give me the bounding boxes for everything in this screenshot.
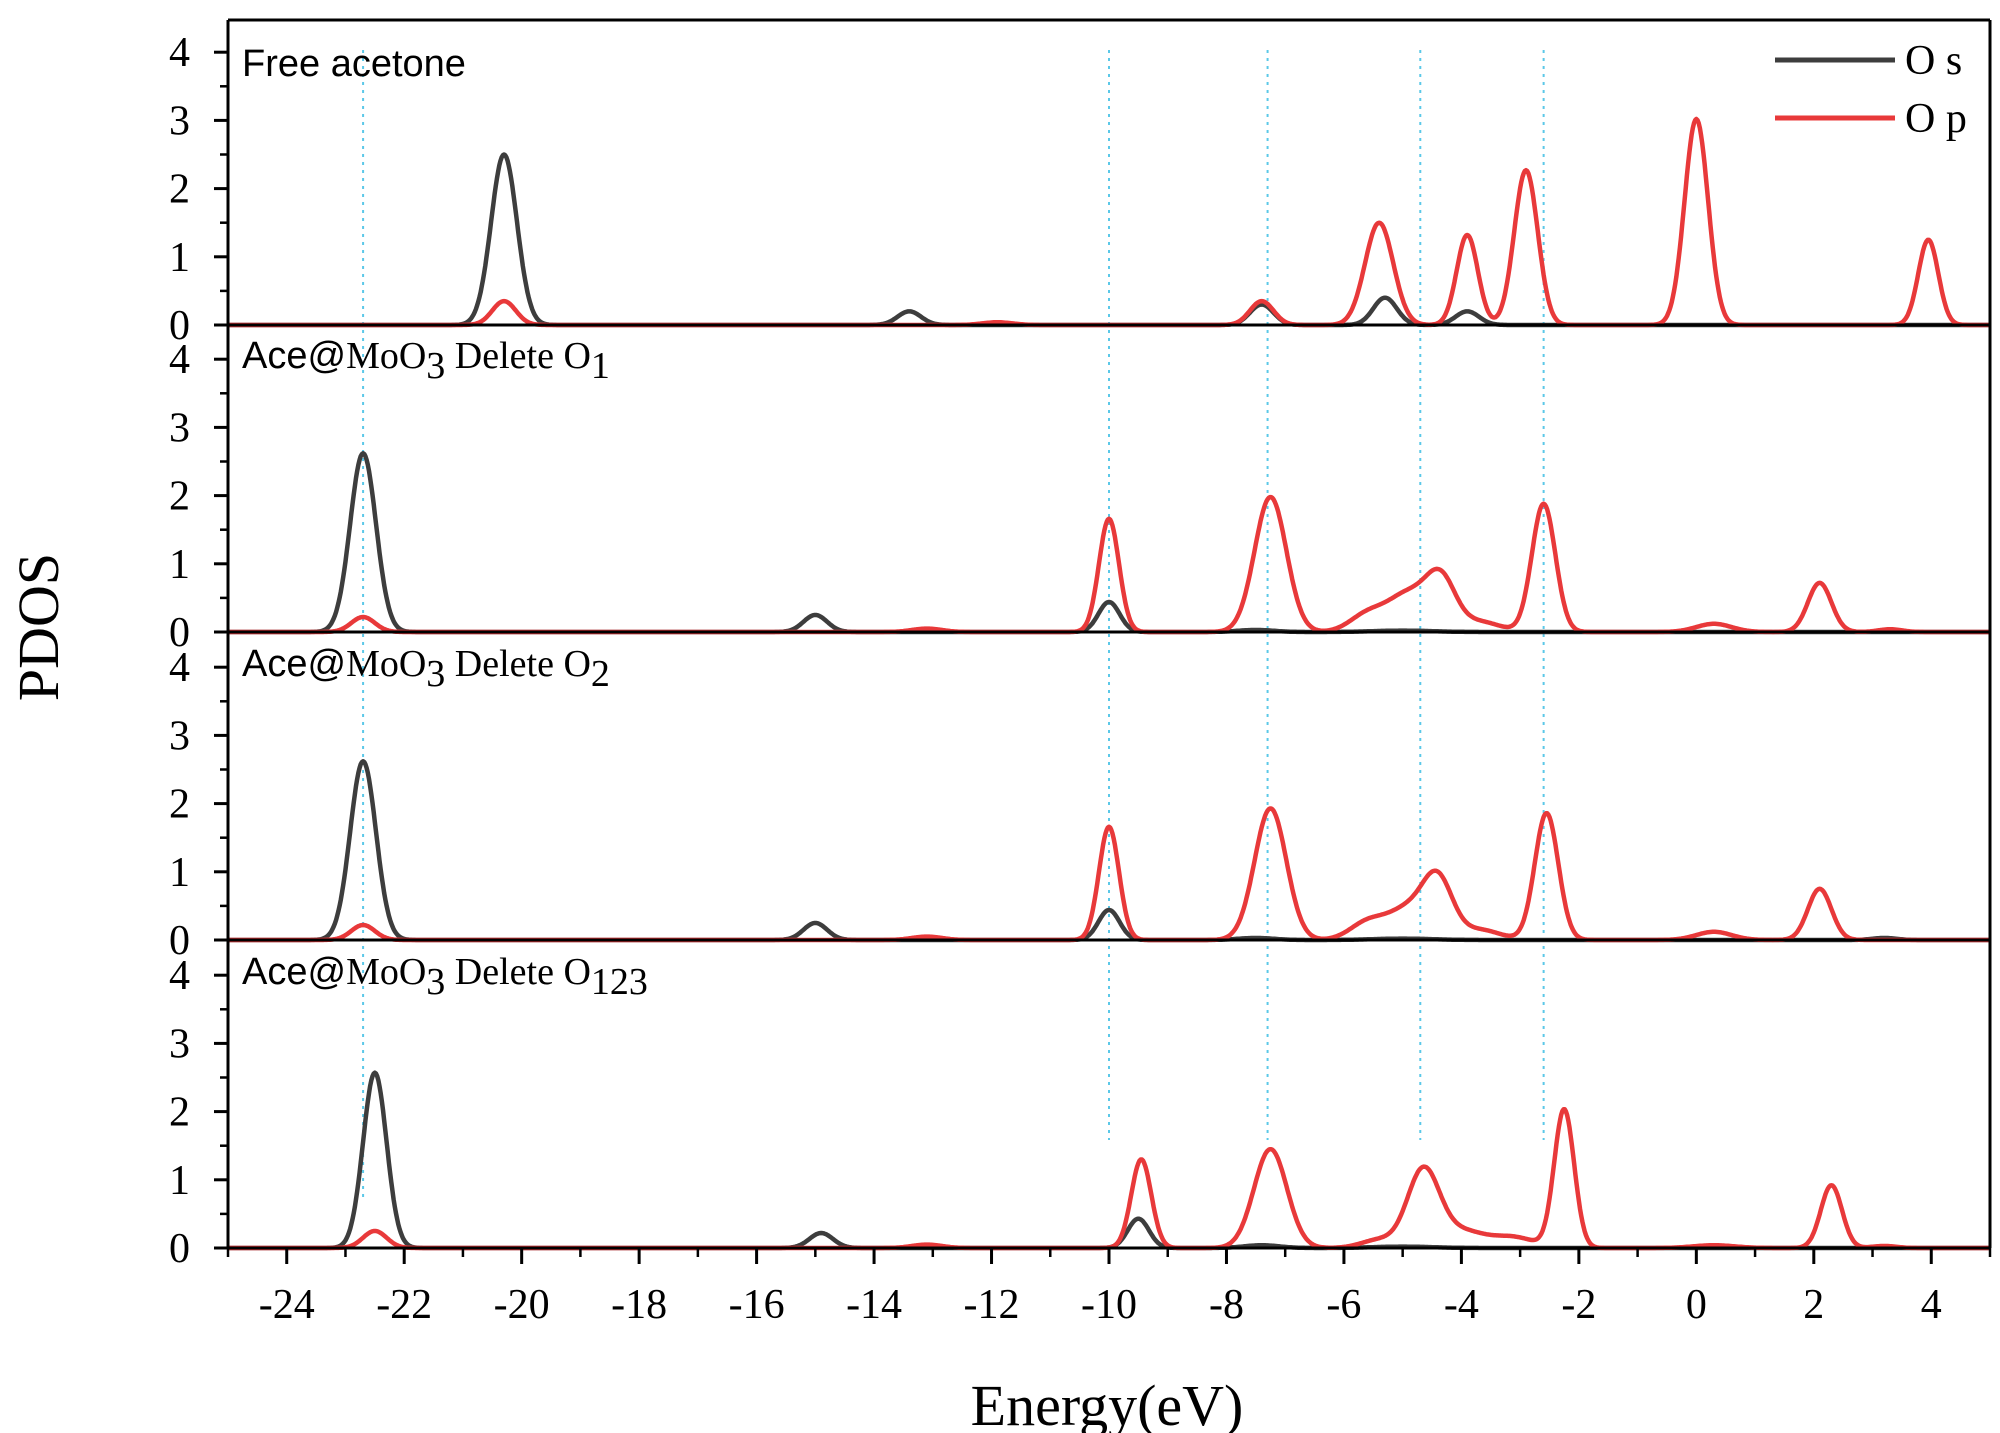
x-tick-label: -24 [259, 1282, 315, 1328]
panel-label-subscript: 1 [591, 345, 610, 387]
reference-lines [363, 50, 1544, 1200]
y-tick-label: 3 [169, 98, 190, 144]
legend-label-2: O p [1905, 96, 1967, 142]
panel-label: Ace@MoO3 Delete O123 [242, 951, 648, 1003]
x-tick-label: -6 [1326, 1282, 1361, 1328]
x-tick-label: -8 [1209, 1282, 1244, 1328]
y-tick-label: 1 [169, 235, 190, 281]
y-tick-label: 1 [169, 1158, 190, 1204]
y-tick-label: 2 [169, 1090, 190, 1136]
y-tick-label: 3 [169, 1021, 190, 1067]
y-tick-label: 4 [169, 953, 190, 999]
series-o-s-line [228, 453, 1990, 632]
x-tick-label: -14 [846, 1282, 902, 1328]
y-tick-label: 2 [169, 782, 190, 828]
panel-label-subscript-3: 3 [426, 345, 445, 387]
panel-label-main: Ace@ [242, 335, 346, 377]
panel-label-main: Free acetone [242, 43, 466, 85]
panel-label-formula: MoO [346, 643, 426, 685]
panel-label-formula: MoO [346, 951, 426, 993]
panel-label-tail: Delete O [445, 335, 591, 377]
x-tick-label: -10 [1081, 1282, 1137, 1328]
panel-label-main: Ace@ [242, 643, 346, 685]
y-tick-label: 1 [169, 542, 190, 588]
y-tick-label: 0 [169, 1226, 190, 1272]
panel-label-subscript: 2 [591, 653, 610, 695]
panel-label-main: Ace@ [242, 951, 346, 993]
y-tick-label: 4 [169, 337, 190, 383]
legend: O s O p [1775, 38, 1967, 142]
x-tick-label: 2 [1803, 1282, 1824, 1328]
x-tick-label: -16 [729, 1282, 785, 1328]
y-tick-label: 2 [169, 167, 190, 213]
panel-label-subscript-3: 3 [426, 653, 445, 695]
x-axis: -24 -22 -20 -18 -16 -14 -12 -10 -8 -6 -4 -2 0 2 4 [228, 1248, 1990, 1328]
y-tick-label: 1 [169, 850, 190, 896]
panel-label: Free acetone [242, 43, 466, 85]
x-tick-label: -20 [494, 1282, 550, 1328]
panel-label-tail: Delete O [445, 951, 591, 993]
panel-label-tail: Delete O [445, 643, 591, 685]
x-tick-label: -18 [611, 1282, 667, 1328]
y-axis-title: PDOS [6, 553, 71, 701]
x-tick-label: -4 [1444, 1282, 1479, 1328]
panel-label: Ace@MoO3 Delete O1 [242, 335, 610, 387]
x-axis-title: Energy(eV) [971, 1373, 1244, 1433]
panel-label-subscript-3: 3 [426, 961, 445, 1003]
x-tick-label: -2 [1561, 1282, 1596, 1328]
x-tick-label: 4 [1921, 1282, 1942, 1328]
panel-label-subscript: 123 [591, 961, 648, 1003]
x-tick-label: -22 [376, 1282, 432, 1328]
panel-label: Ace@MoO3 Delete O2 [242, 643, 610, 695]
y-tick-label: 3 [169, 713, 190, 759]
y-tick-label: 2 [169, 474, 190, 520]
x-tick-label: -12 [964, 1282, 1020, 1328]
panel-label-formula: MoO [346, 335, 426, 377]
y-tick-label: 3 [169, 405, 190, 451]
x-tick-label: 0 [1686, 1282, 1707, 1328]
legend-label-1: O s [1905, 38, 1962, 84]
y-tick-label: 4 [169, 30, 190, 76]
y-tick-label: 4 [169, 645, 190, 691]
